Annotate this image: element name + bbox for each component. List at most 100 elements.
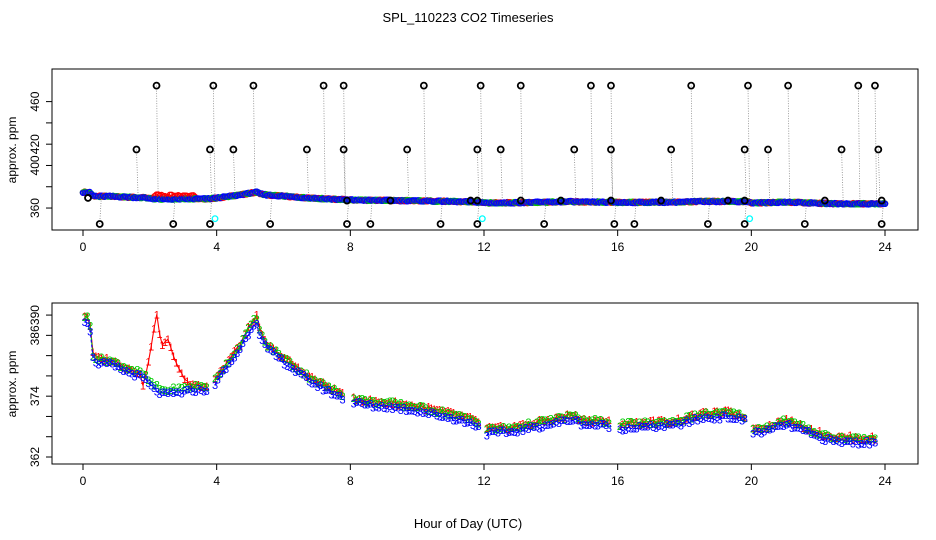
series-2-marker: 2 <box>398 398 404 410</box>
series-3-marker: 3 <box>664 419 670 431</box>
series-3-line <box>619 414 746 431</box>
series-3-marker: 3 <box>597 418 603 430</box>
series-3-marker: 3 <box>622 425 628 437</box>
series-3-marker: 3 <box>262 339 268 351</box>
series-3-marker: 3 <box>93 358 99 370</box>
series-2-marker: 2 <box>406 400 412 412</box>
series-3-marker: 3 <box>628 424 634 436</box>
spike-connector <box>573 149 577 202</box>
outlier-point <box>740 196 749 205</box>
series-3-marker: 3 <box>650 422 656 434</box>
series-1-marker: 1 <box>769 420 775 432</box>
series-1-marker: 1 <box>589 417 595 429</box>
series-3-marker: 3 <box>717 414 723 426</box>
series-3-marker: 3 <box>733 414 739 426</box>
series-2-marker: 2 <box>201 382 207 394</box>
series-2-marker: 2 <box>462 412 468 424</box>
series-3-marker: 3 <box>778 420 784 432</box>
series-2-marker: 2 <box>628 416 634 428</box>
series-3-marker: 3 <box>373 401 379 413</box>
series-3-marker: 3 <box>542 420 548 432</box>
series-2-marker: 2 <box>650 418 656 430</box>
series-2-marker: 2 <box>750 424 756 436</box>
series-2-marker: 2 <box>126 365 132 377</box>
series-1-marker: 1 <box>855 433 861 445</box>
series-3-marker: 3 <box>806 426 812 438</box>
spike-connector <box>136 149 139 198</box>
series-3-marker: 3 <box>756 426 762 438</box>
outlier-point <box>496 145 505 154</box>
series-2-marker: 2 <box>320 378 326 390</box>
series-1-marker: 1 <box>140 381 146 393</box>
series-3-marker: 3 <box>586 420 592 432</box>
series-1-marker: 1 <box>867 434 873 446</box>
series-1-marker: 1 <box>872 434 878 446</box>
series-3-marker: 3 <box>439 412 445 424</box>
series-1-marker: 1 <box>645 419 651 431</box>
series-3-marker: 3 <box>303 372 309 384</box>
series-1-marker: 1 <box>434 404 440 416</box>
bottom-x-tick-label: 16 <box>611 474 625 488</box>
series-1-marker: 1 <box>456 411 462 423</box>
series-2-marker: 2 <box>867 433 873 445</box>
series-2-marker: 2 <box>495 425 501 437</box>
series-2-marker: 2 <box>683 411 689 423</box>
series-2-marker: 2 <box>528 421 534 433</box>
series-2-marker: 2 <box>720 406 726 418</box>
series-3-marker: 3 <box>126 367 132 379</box>
top-x-tick-label: 0 <box>80 240 87 254</box>
series-1-marker: 1 <box>512 421 518 433</box>
series-2-line <box>486 414 610 431</box>
series-2-marker: 2 <box>570 410 576 422</box>
series-2-marker: 2 <box>769 421 775 433</box>
bottom-x-axis: 0 4 8 12 16 20 24 <box>80 463 892 488</box>
series-1-marker: 1 <box>817 426 823 438</box>
spike-connector <box>480 85 483 203</box>
series-2-marker: 2 <box>340 391 346 403</box>
series-2-marker: 2 <box>792 417 798 429</box>
series-3-marker: 3 <box>498 425 504 437</box>
series-3-marker: 3 <box>90 352 96 364</box>
series-1-marker: 1 <box>492 422 498 434</box>
series-2-marker: 2 <box>392 397 398 409</box>
series-2-line <box>353 397 479 425</box>
series-3-marker: 3 <box>830 436 836 448</box>
series-2-marker: 2 <box>728 407 734 419</box>
spike-connector <box>670 149 674 203</box>
series-3-marker: 3 <box>270 347 276 359</box>
series-1-marker: 1 <box>578 415 584 427</box>
spike-connector <box>99 196 102 225</box>
series-2-marker: 2 <box>173 386 179 398</box>
series-3-marker: 3 <box>811 429 817 441</box>
series-3-marker: 3 <box>534 422 540 434</box>
series-3-marker: 3 <box>828 434 834 446</box>
series-2-marker: 2 <box>359 393 365 405</box>
bottom-y-tick: 386 <box>28 325 52 345</box>
outlier-point <box>84 194 92 202</box>
series-2-marker: 2 <box>706 409 712 421</box>
series-1-marker: 1 <box>736 409 742 421</box>
series-3-marker: 3 <box>836 436 842 448</box>
series-3-marker: 3 <box>525 424 531 436</box>
series-1-marker: 1 <box>822 431 828 443</box>
outlier-point <box>784 81 792 90</box>
series-3-marker: 3 <box>711 415 717 427</box>
series-2-marker: 2 <box>550 415 556 427</box>
series-3-marker: 3 <box>328 389 334 401</box>
series-1-marker: 1 <box>448 407 454 419</box>
series-3-line <box>214 322 344 400</box>
series-1-marker: 1 <box>406 402 412 414</box>
series-3-marker: 3 <box>520 426 526 438</box>
series-1-marker: 1 <box>750 423 756 435</box>
outlier-point <box>667 145 676 154</box>
bottom-x-tick-label: 0 <box>80 474 87 488</box>
series-1-marker: 1 <box>170 351 176 363</box>
series-2-marker: 2 <box>645 417 651 429</box>
series-1-marker: 1 <box>414 402 420 414</box>
series-2-marker: 2 <box>245 322 251 334</box>
series-3-marker: 3 <box>251 321 257 333</box>
outlier-point <box>473 145 482 154</box>
outlier-point <box>871 81 879 90</box>
series-3-marker: 3 <box>634 424 640 436</box>
series-1-marker: 1 <box>542 416 548 428</box>
